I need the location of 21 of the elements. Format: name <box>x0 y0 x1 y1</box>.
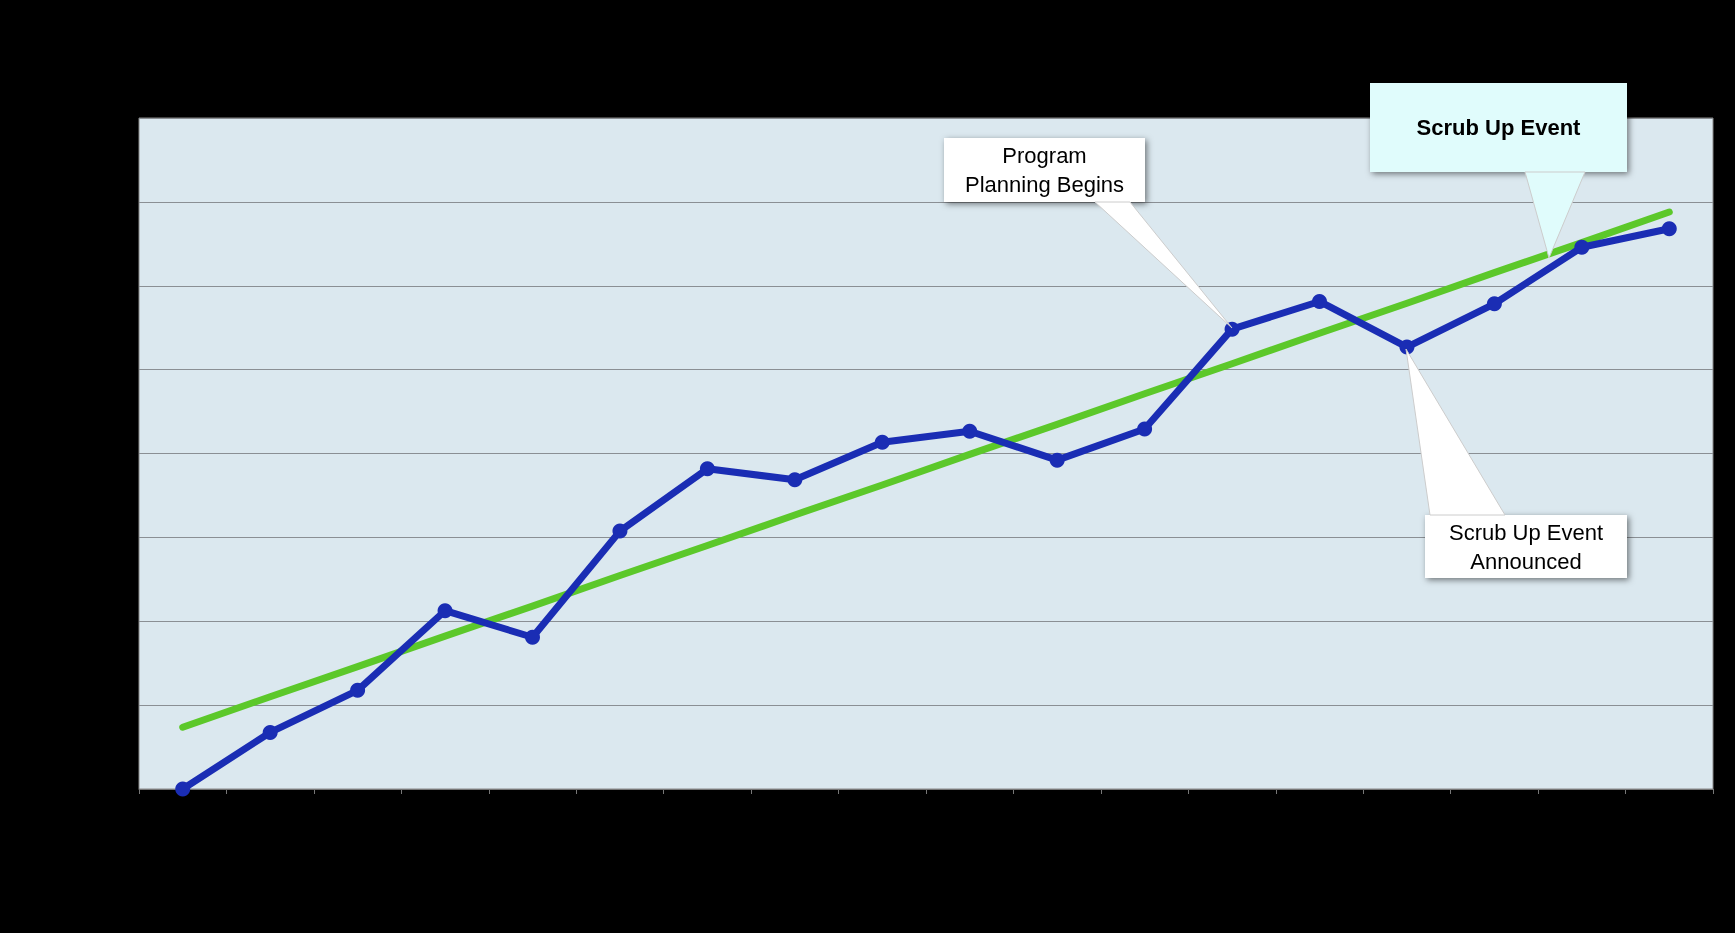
point <box>1312 293 1327 309</box>
point <box>350 682 366 698</box>
point <box>1574 239 1590 255</box>
point <box>1224 321 1240 337</box>
point <box>787 472 803 488</box>
point <box>1049 452 1065 468</box>
point <box>612 523 628 539</box>
point <box>1399 339 1415 355</box>
point <box>525 629 540 645</box>
point <box>699 461 715 477</box>
point <box>1661 221 1677 237</box>
point <box>874 434 890 450</box>
point <box>1486 296 1502 312</box>
point <box>175 781 191 797</box>
text: Scrub Up Event <box>1416 115 1582 140</box>
point <box>962 423 978 439</box>
text: Program Planning Begins <box>964 143 1125 197</box>
point <box>1137 421 1153 437</box>
point <box>262 724 278 740</box>
annotation: Scrub Up Event Announced <box>1448 519 1604 574</box>
point <box>437 603 453 619</box>
